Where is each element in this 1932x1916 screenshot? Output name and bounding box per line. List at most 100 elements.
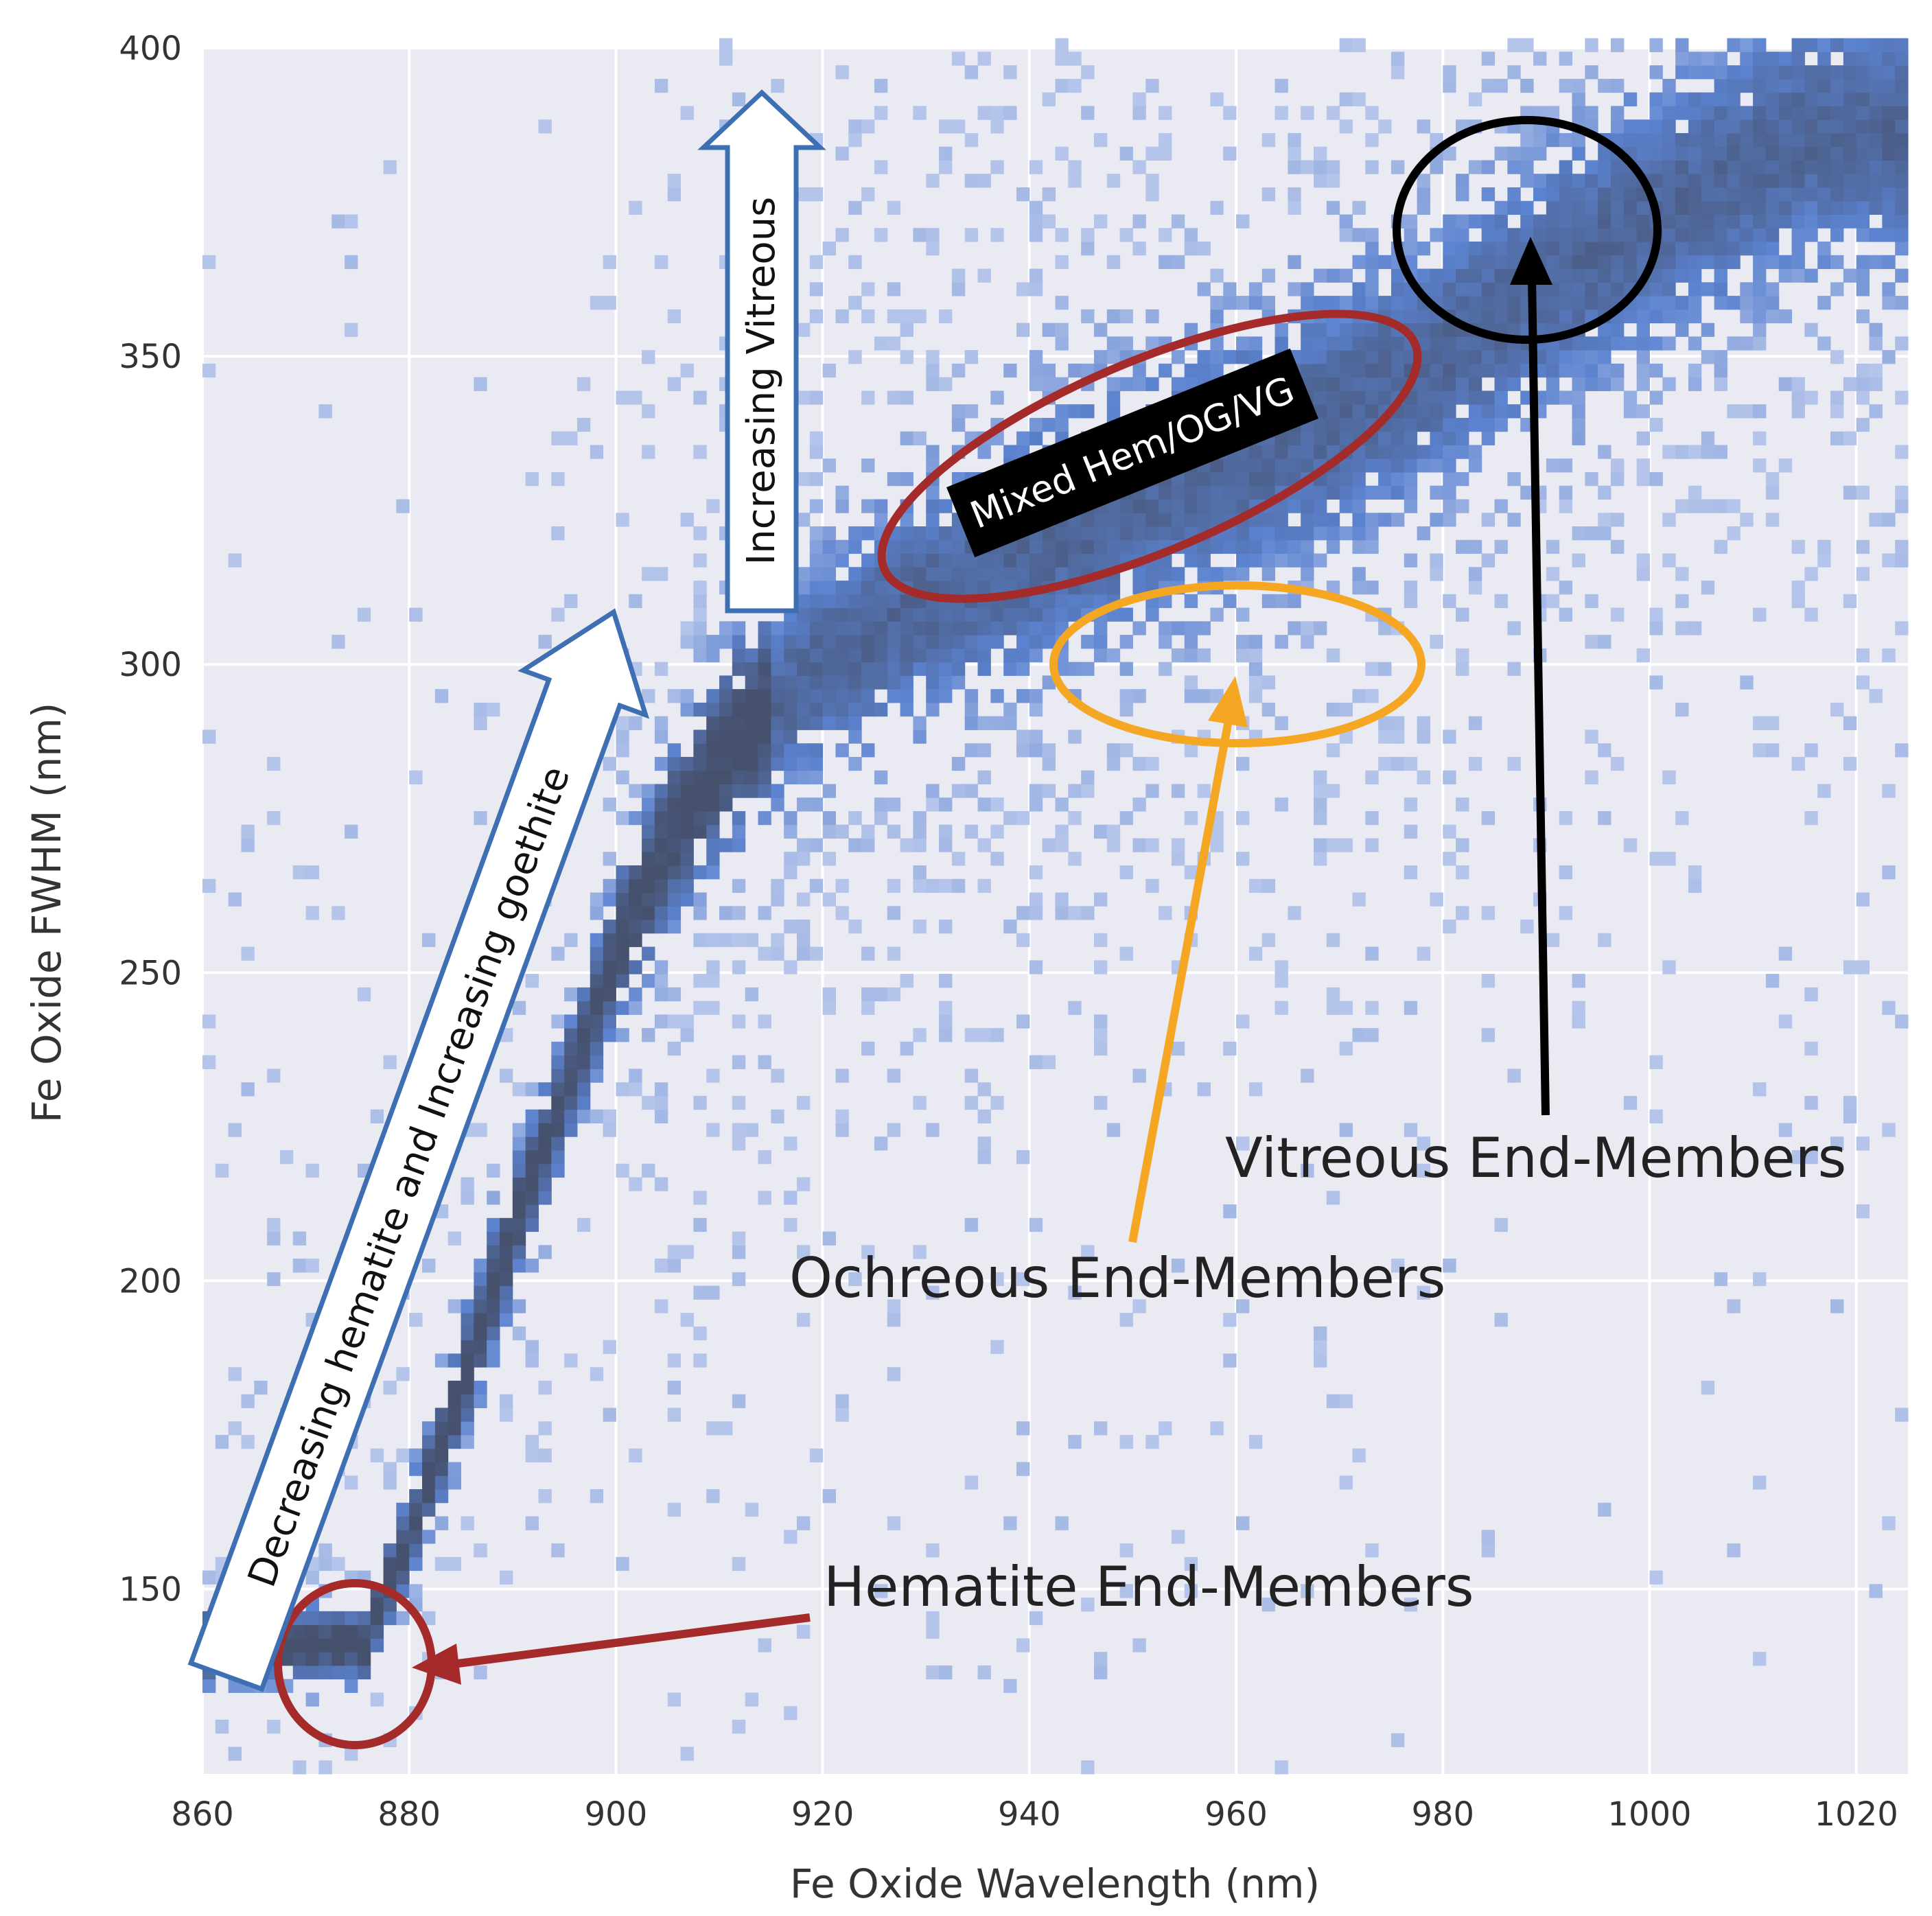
density-cell [977, 174, 991, 188]
density-cell [525, 1191, 539, 1205]
density-cell [719, 635, 733, 649]
density-cell [1817, 174, 1831, 188]
density-cell [771, 797, 784, 812]
vitreous-label: Vitreous End-Members [1225, 1126, 1846, 1190]
density-cell [771, 621, 784, 635]
density-cell [1288, 445, 1301, 459]
density-cell [1417, 119, 1430, 134]
density-cell [1468, 336, 1482, 351]
density-cell [1714, 1272, 1727, 1287]
density-cell [1145, 607, 1159, 622]
density-cell [1572, 282, 1585, 296]
density-cell [719, 621, 733, 635]
density-cell [1093, 960, 1108, 974]
density-cell [1701, 146, 1715, 161]
density-cell [1778, 255, 1793, 270]
density-cell [848, 635, 862, 649]
density-cell [1559, 78, 1573, 93]
density-cell [1856, 214, 1870, 229]
density-cell [1636, 377, 1650, 391]
density-cell [1791, 132, 1805, 148]
density-cell [434, 689, 449, 703]
density-cell [1481, 513, 1495, 527]
density-cell [629, 987, 642, 1002]
density-cell [784, 920, 798, 934]
density-cell [1714, 214, 1727, 229]
density-cell [357, 1611, 371, 1626]
density-cell [525, 1123, 539, 1137]
density-cell [1572, 431, 1585, 445]
density-cell [1326, 1191, 1340, 1205]
density-cell [1688, 200, 1702, 215]
density-cell [732, 906, 746, 920]
density-cell [693, 526, 707, 541]
density-cell [1804, 607, 1818, 622]
density-cell [1507, 160, 1521, 174]
density-cell [577, 1041, 591, 1056]
density-cell [1559, 187, 1573, 202]
density-cell [577, 1014, 591, 1029]
density-cell [577, 1095, 591, 1110]
density-cell [512, 1204, 526, 1219]
density-cell [964, 1028, 979, 1042]
density-cell [241, 838, 255, 852]
density-cell [1598, 255, 1611, 270]
density-cell [1339, 499, 1353, 513]
density-cell [1856, 106, 1870, 120]
density-cell [318, 1665, 332, 1680]
density-cell [1778, 65, 1793, 80]
density-cell [1481, 974, 1495, 988]
density-cell [861, 689, 875, 703]
density-cell [642, 797, 655, 812]
density-cell [1494, 390, 1508, 405]
density-cell [796, 621, 811, 635]
mixed-label-box [946, 348, 1318, 558]
density-cell [551, 526, 565, 541]
density-cell [1016, 729, 1030, 744]
density-cell [848, 255, 862, 270]
density-cell [758, 784, 771, 798]
density-cell [1804, 1095, 1818, 1110]
density-cell [525, 1434, 539, 1449]
density-cell [1456, 499, 1469, 513]
density-cell [1443, 499, 1456, 513]
density-cell [370, 1692, 384, 1707]
density-cell [1184, 242, 1198, 256]
density-cell [396, 1530, 410, 1544]
density-cell [1068, 78, 1082, 93]
density-cell [1727, 336, 1741, 351]
density-cell [796, 471, 811, 487]
density-cell [1029, 228, 1043, 242]
density-cell [1856, 268, 1870, 283]
density-cell [447, 1421, 462, 1436]
density-cell [409, 1543, 423, 1558]
density-cell [525, 471, 539, 487]
density-cell [499, 1272, 513, 1287]
density-cell [642, 784, 655, 798]
density-cell [1585, 160, 1598, 174]
density-cell [512, 1001, 526, 1015]
density-cell [1585, 106, 1598, 120]
density-cell [1145, 784, 1159, 798]
density-cell [1817, 255, 1831, 270]
density-cell [1081, 906, 1095, 920]
density-cell [434, 1407, 449, 1422]
density-cell [1417, 1163, 1430, 1178]
density-cell [1843, 174, 1857, 188]
density-cell [1507, 350, 1521, 364]
hematite-label: Hematite End-Members [824, 1555, 1474, 1619]
density-cell [1210, 499, 1224, 513]
density-cell [1042, 567, 1056, 581]
density-cell [1339, 404, 1353, 419]
density-cell [1701, 200, 1715, 215]
density-cell [1288, 146, 1301, 161]
hematite-arrow-head [412, 1644, 461, 1685]
density-cell [1390, 160, 1405, 174]
density-cell [822, 581, 836, 595]
density-cell [1365, 513, 1379, 527]
density-cell [1882, 119, 1896, 134]
density-cell [1740, 296, 1754, 310]
density-cell [680, 865, 694, 880]
density-cell [1468, 539, 1482, 554]
density-cell [1210, 296, 1224, 310]
